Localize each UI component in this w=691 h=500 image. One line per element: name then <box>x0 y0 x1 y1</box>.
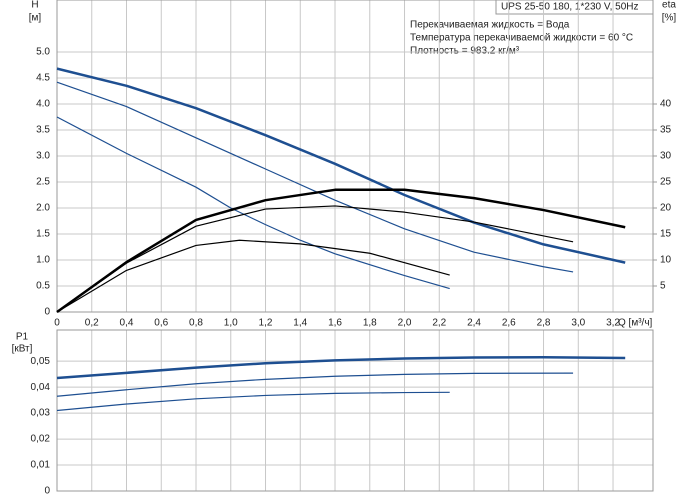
x-tick-label: 0 <box>54 318 60 329</box>
curve <box>56 116 450 290</box>
x-tick-label: 1,8 <box>363 318 377 329</box>
x-tick-label: 1,4 <box>293 318 307 329</box>
x-tick-label: 2,8 <box>537 318 551 329</box>
plot-frame <box>56 0 654 313</box>
y2-tick-label: 20 <box>660 203 672 214</box>
x-tick-label: 2,4 <box>467 318 481 329</box>
x-tick-label: 1,6 <box>328 318 342 329</box>
annotation: Температура перекачиваемой жидкости = 60… <box>410 33 633 44</box>
y-tick-label: 0,01 <box>31 460 51 471</box>
annotation: Плотность = 983.2 кг/м³ <box>410 46 520 57</box>
y-tick-label: 0.5 <box>36 281 50 292</box>
y-tick-label: 4.5 <box>36 73 50 84</box>
y-tick-label: 0,04 <box>31 382 51 393</box>
x-tick-label: 3,0 <box>571 318 585 329</box>
y-tick-label: 2.5 <box>36 177 50 188</box>
y2-tick-label: 35 <box>660 125 672 136</box>
y-axis-label: H <box>31 0 38 11</box>
curve <box>56 391 450 412</box>
y-axis-unit: [кВт] <box>12 344 33 355</box>
curve <box>56 205 574 313</box>
y2-tick-label: 30 <box>660 151 672 162</box>
y2-axis-label: eta <box>662 0 676 11</box>
y-axis-label: P1 <box>16 332 29 343</box>
y2-tick-label: 40 <box>660 99 672 110</box>
x-tick-label: 0,8 <box>189 318 203 329</box>
x-axis-label: Q [м³/ч] <box>618 318 653 329</box>
x-tick-label: 1,2 <box>259 318 273 329</box>
x-tick-label: 2,0 <box>398 318 412 329</box>
y-tick-label: 0,03 <box>31 408 51 419</box>
y-tick-label: 0,05 <box>31 356 51 367</box>
annotation: Перекачиваемая жидкость = Вода <box>410 20 570 31</box>
y-tick-label: 1.5 <box>36 229 50 240</box>
y-tick-label: 1.0 <box>36 255 50 266</box>
x-tick-label: 0,4 <box>120 318 134 329</box>
y-tick-label: 0 <box>44 486 50 497</box>
y-tick-label: 3.5 <box>36 125 50 136</box>
curve <box>56 67 626 264</box>
x-tick-label: 2,2 <box>432 318 446 329</box>
x-tick-label: 3,2 <box>606 318 620 329</box>
x-tick-label: 0,2 <box>85 318 99 329</box>
curve <box>56 372 574 397</box>
y-tick-label: 2.0 <box>36 203 50 214</box>
y2-tick-label: 5 <box>660 281 666 292</box>
curve <box>56 356 626 380</box>
curve <box>56 81 574 273</box>
y-tick-label: 5.0 <box>36 47 50 58</box>
y-tick-label: 3.0 <box>36 151 50 162</box>
chart-title: UPS 25-50 180, 1*230 V, 50Hz <box>501 2 639 13</box>
curve <box>56 188 626 314</box>
y2-axis-unit: [%] <box>662 13 677 24</box>
curve <box>56 239 450 313</box>
y2-tick-label: 15 <box>660 229 672 240</box>
x-tick-label: 0,6 <box>154 318 168 329</box>
y2-tick-label: 25 <box>660 177 672 188</box>
y-axis-unit: [м] <box>29 13 42 24</box>
x-tick-label: 1,0 <box>224 318 238 329</box>
y2-tick-label: 10 <box>660 255 672 266</box>
x-tick-label: 2,6 <box>502 318 516 329</box>
y-tick-label: 4.0 <box>36 99 50 110</box>
y-tick-label: 0,02 <box>31 434 51 445</box>
y-tick-label: 0 <box>44 307 50 318</box>
